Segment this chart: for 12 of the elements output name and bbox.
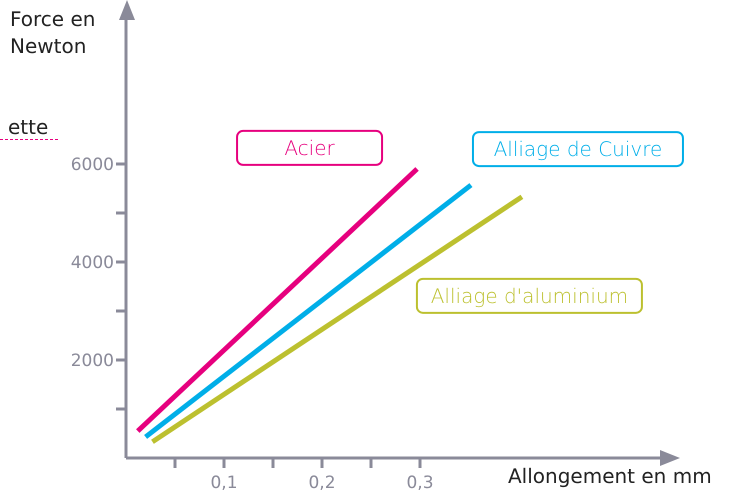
x-tick-label: 0,2	[308, 473, 336, 494]
x-tick-label: 0,3	[406, 473, 434, 494]
x-tick-label: 0,1	[210, 473, 238, 494]
x-axis-title: Allongement en mm	[508, 464, 712, 488]
series-label: Alliage de Cuivre	[494, 137, 662, 162]
text: ette	[0, 115, 58, 140]
y-tick-label: 2000	[70, 351, 114, 372]
y-tick-label: 6000	[70, 155, 114, 176]
y-axis-title: Force en Newton	[10, 6, 96, 60]
text: Acier	[284, 136, 336, 160]
series-label: Alliage d'aluminium	[430, 284, 628, 308]
y-tick-label: 4000	[70, 253, 114, 274]
